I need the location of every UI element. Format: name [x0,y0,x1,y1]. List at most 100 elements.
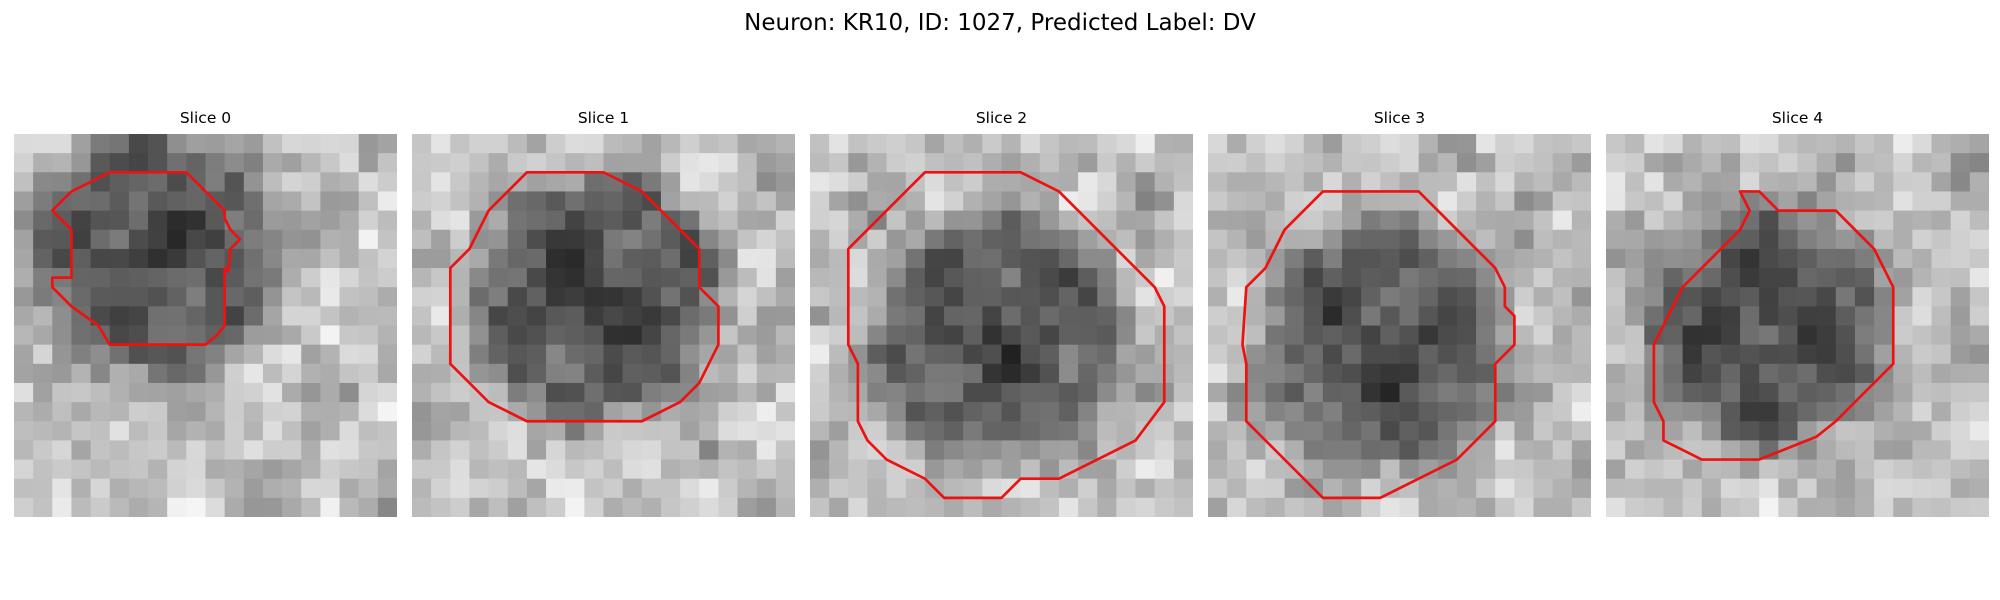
image-pixel [1701,363,1722,384]
image-pixel [1342,478,1362,499]
image-pixel [1342,459,1362,480]
image-pixel [243,382,264,403]
image-pixel [1078,382,1098,403]
image-pixel [1495,497,1515,517]
image-pixel [718,229,738,250]
image-pixel [1303,268,1324,288]
image-pixel [109,344,130,365]
image-pixel [224,497,245,517]
image-pixel [339,229,360,250]
image-pixel [622,421,643,441]
image-pixel [507,459,528,480]
image-pixel [1854,497,1875,517]
image-pixel [1020,306,1041,326]
image-pixel [1361,248,1381,269]
image-pixel [14,172,34,192]
image-pixel [1874,248,1894,269]
image-pixel [1571,459,1591,480]
image-pixel [1893,268,1913,288]
image-pixel [1797,363,1818,384]
image-pixel [1571,306,1591,326]
image-pixel [737,402,758,422]
image-pixel [565,306,585,326]
image-pixel [1495,382,1515,403]
image-pixel [1361,382,1381,403]
image-pixel [1058,344,1079,365]
image-pixel [148,402,168,422]
image-pixel [1495,306,1515,326]
image-pixel [412,134,432,154]
image-pixel [450,382,470,403]
image-pixel [680,421,700,441]
image-pixel [1759,268,1779,288]
image-pixel [1874,421,1894,441]
image-pixel [1039,306,1060,326]
image-pixel [148,421,168,441]
image-pixel [243,402,264,422]
image-pixel [358,421,379,441]
image-pixel [377,134,397,154]
image-pixel [756,363,777,384]
image-pixel [641,134,662,154]
image-pixel [867,325,887,346]
image-pixel [1874,153,1894,173]
image-pixel [1476,287,1496,307]
image-pixel [1533,440,1554,460]
image-pixel [718,421,738,441]
image-pixel [641,172,662,192]
image-pixel [829,459,849,480]
image-pixel [1437,421,1458,441]
image-pixel [886,153,907,173]
image-pixel [488,210,509,231]
image-pixel [90,440,111,460]
image-pixel [109,402,130,422]
image-pixel [1740,344,1760,365]
image-pixel [1625,248,1645,269]
image-pixel [775,229,795,250]
image-pixel [320,134,340,154]
image-pixel [699,344,719,365]
image-pixel [1931,306,1952,326]
image-pixel [1265,287,1285,307]
image-pixel [1625,306,1645,326]
image-pixel [1173,306,1193,326]
image-pixel [1437,287,1458,307]
image-pixel [282,287,302,307]
image-pixel [1078,402,1098,422]
image-pixel [1399,172,1420,192]
image-pixel [982,382,1002,403]
image-pixel [320,363,340,384]
image-pixel [886,421,907,441]
image-pixel [1701,306,1722,326]
image-pixel [450,306,470,326]
image-pixel [1001,191,1022,211]
image-pixel [186,229,206,250]
image-pixel [886,325,907,346]
image-pixel [1950,287,1971,307]
image-pixel [1418,325,1439,346]
image-pixel [1058,229,1079,250]
image-pixel [829,210,849,231]
image-pixel [546,421,566,441]
image-pixel [756,229,777,250]
image-pixel [14,248,34,269]
image-pixel [1514,268,1534,288]
image-pixel [1246,325,1266,346]
image-pixel [1246,210,1266,231]
image-pixel [1227,153,1247,173]
image-pixel [867,306,887,326]
image-pixel [167,229,187,250]
image-pixel [148,210,168,231]
image-pixel [1135,497,1156,517]
image-pixel [603,153,624,173]
image-pixel [699,210,719,231]
image-pixel [886,287,907,307]
image-pixel [1020,497,1041,517]
image-pixel [1950,363,1971,384]
image-pixel [905,153,926,173]
image-pixel [243,287,264,307]
image-pixel [33,248,53,269]
image-pixel [1835,497,1856,517]
image-pixel [944,478,964,499]
image-pixel [1399,210,1420,231]
